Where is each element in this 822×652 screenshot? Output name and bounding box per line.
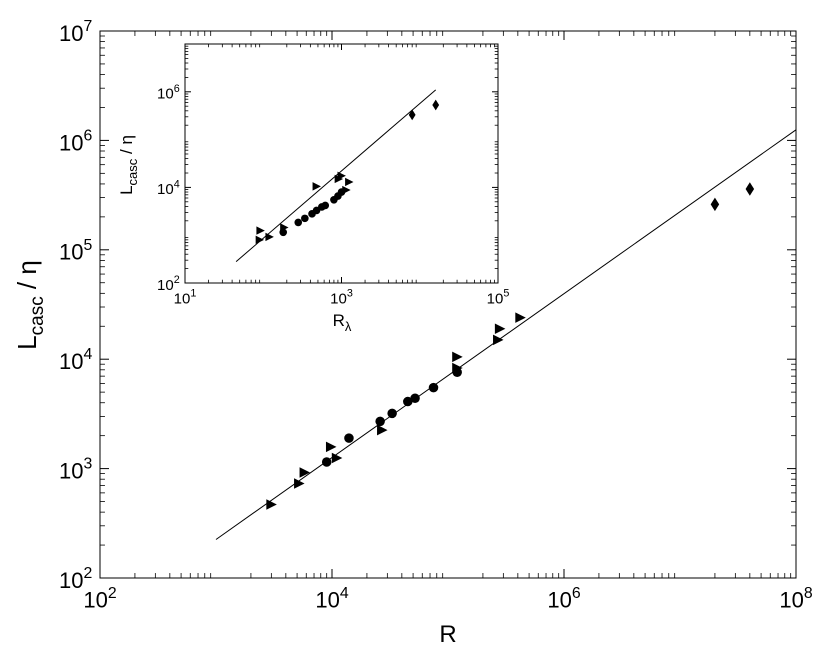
inset-data-point-circle xyxy=(294,218,303,227)
main-data-point-triangle xyxy=(266,499,277,510)
main-data-point-circle xyxy=(403,396,413,407)
main-minor-ticks xyxy=(100,31,796,578)
main-data-point-triangle xyxy=(331,452,343,464)
main-fit-line xyxy=(215,129,797,540)
main-x-tick-label: 102 xyxy=(83,585,116,613)
inset-data-point-triangle xyxy=(345,177,354,187)
inset-data-point-triangle xyxy=(265,232,274,242)
main-y-tick-label: 102 xyxy=(59,565,92,593)
main-data-point-triangle xyxy=(493,334,504,346)
inset-data-point-diamond xyxy=(408,109,416,121)
main-data-point-triangle xyxy=(325,441,337,453)
main-data-point-triangle xyxy=(515,312,526,323)
main-data-point-circle xyxy=(410,393,420,403)
main-y-tick-label: 106 xyxy=(59,127,92,155)
inset-minor-ticks xyxy=(185,44,498,283)
main-data-point-triangle xyxy=(299,467,311,478)
inset-data-point-circle xyxy=(321,201,330,210)
inset-chart: 101 103 105 102 104 106 Rλ Lcasc / η xyxy=(117,43,510,334)
main-data-point-triangle xyxy=(452,362,463,374)
main-data-point-diamond xyxy=(710,197,720,212)
main-y-tick-label: 107 xyxy=(59,18,92,46)
inset-data-point-circle xyxy=(301,214,309,223)
main-data-point-triangle xyxy=(452,351,463,363)
inset-data-point-triangle xyxy=(280,223,289,232)
inset-data-point-triangle xyxy=(337,171,346,180)
main-x-tick-label: 106 xyxy=(547,585,580,613)
inset-plot-area xyxy=(184,43,499,284)
main-data-point-circle xyxy=(344,433,354,443)
main-y-axis-label: Lcasc / η xyxy=(12,260,48,350)
main-data-point-circle xyxy=(428,382,439,393)
inset-data-point-diamond xyxy=(432,99,440,111)
main-x-tick-label: 108 xyxy=(779,585,812,613)
main-data-point-triangle xyxy=(377,424,388,436)
main-y-tick-label: 105 xyxy=(59,237,92,265)
inset-data-point-triangle xyxy=(255,235,265,245)
inset-data-point-triangle xyxy=(256,226,265,235)
main-data-point-circle xyxy=(387,408,397,419)
inset-y-tick-label: 102 xyxy=(157,274,180,294)
inset-data-point-triangle xyxy=(342,185,351,195)
main-x-axis-label: R xyxy=(439,621,456,648)
main-data-point-diamond xyxy=(745,182,755,196)
inset-y-tick-label: 104 xyxy=(157,178,180,198)
main-y-tick-label: 104 xyxy=(59,346,92,374)
inset-y-axis-label: Lcasc / η xyxy=(117,135,140,195)
main-x-tick-label: 104 xyxy=(315,585,348,613)
main-y-tick-label: 103 xyxy=(59,456,92,484)
main-data-point-circle xyxy=(321,457,332,467)
main-data-point-triangle xyxy=(494,323,506,334)
inset-y-tick-label: 106 xyxy=(157,83,180,103)
inset-x-tick-label: 105 xyxy=(487,288,510,308)
inset-x-tick-label: 103 xyxy=(330,288,353,308)
main-data-point-triangle xyxy=(294,478,305,489)
inset-x-tick-label: 101 xyxy=(174,288,197,308)
inset-data-point-triangle xyxy=(312,182,321,191)
main-data-point-circle xyxy=(375,416,385,427)
inset-x-axis-label: Rλ xyxy=(333,311,352,334)
